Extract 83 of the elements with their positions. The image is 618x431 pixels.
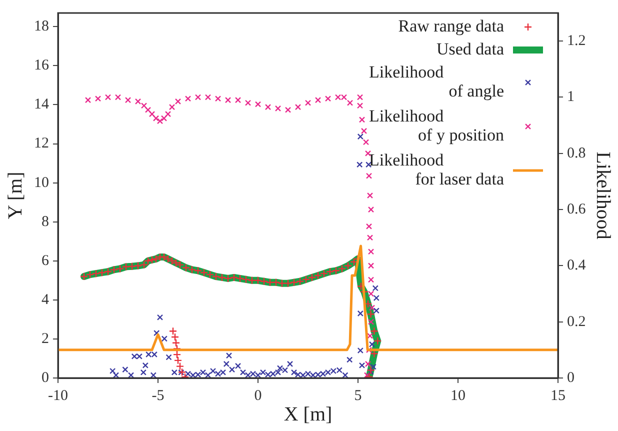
y2-tick-label: 1.2 — [567, 33, 586, 50]
point — [304, 100, 312, 106]
y2-axis-title: Likelihood — [592, 152, 614, 240]
y2-tick-label: 0 — [567, 370, 574, 386]
point — [362, 139, 370, 146]
point — [140, 102, 148, 109]
point — [368, 248, 374, 255]
point — [84, 96, 92, 104]
point — [204, 94, 212, 100]
point — [368, 290, 374, 297]
point — [144, 106, 152, 113]
y2-tick-label: 0.4 — [567, 258, 586, 274]
legend-label: Raw range data — [398, 16, 504, 36]
point — [356, 94, 364, 100]
point — [264, 104, 272, 110]
point — [368, 276, 374, 283]
point — [148, 111, 156, 118]
point — [358, 116, 366, 123]
point — [294, 104, 302, 110]
y-tick-label: 10 — [34, 174, 49, 191]
point — [234, 96, 242, 104]
point — [104, 94, 112, 100]
x-tick-label: -5 — [152, 388, 164, 404]
point — [168, 104, 176, 110]
point — [324, 96, 332, 102]
point — [194, 94, 202, 100]
y2-tick-label: 0.8 — [567, 145, 586, 162]
x-tick-label: 0 — [254, 388, 262, 404]
legend-label: Used data — [436, 39, 504, 58]
point — [360, 128, 368, 134]
point — [124, 96, 132, 104]
point — [366, 172, 372, 179]
y-tick-label: 12 — [34, 136, 49, 152]
point — [156, 118, 164, 124]
point — [274, 105, 282, 112]
y-tick-label: 18 — [34, 18, 49, 35]
point — [368, 304, 376, 311]
point — [356, 102, 364, 109]
point — [364, 360, 372, 368]
point — [368, 262, 374, 269]
y-axis-title: Y [m] — [4, 172, 26, 220]
point — [134, 98, 142, 105]
x-tick-label: 5 — [354, 388, 362, 404]
legend-label: Likelihood of y position — [369, 106, 504, 144]
point — [214, 96, 222, 102]
y-tick-label: 4 — [42, 292, 50, 308]
point — [364, 372, 370, 378]
point — [244, 100, 252, 106]
point — [368, 206, 374, 213]
point — [340, 94, 348, 100]
point — [368, 318, 374, 325]
point — [152, 115, 160, 122]
point — [160, 115, 168, 122]
point — [366, 192, 374, 199]
point — [254, 101, 262, 108]
point — [224, 96, 232, 104]
point — [164, 111, 172, 118]
y2-tick-label: 1 — [567, 89, 574, 106]
x-tick-label: 15 — [550, 388, 566, 404]
point — [184, 96, 192, 102]
y2-tick-label: 0.6 — [567, 201, 586, 218]
y2-tick-label: 0.2 — [567, 314, 586, 330]
point — [174, 98, 182, 105]
point — [284, 106, 292, 113]
point — [314, 96, 322, 104]
x-tick-label: 10 — [450, 388, 466, 404]
point — [94, 96, 102, 102]
y-tick-label: 8 — [42, 214, 49, 230]
y-tick-label: 2 — [42, 330, 49, 347]
point — [346, 100, 354, 106]
point — [334, 94, 342, 100]
point — [366, 234, 374, 241]
point — [366, 223, 372, 230]
legend-label: Likelihood for laser data — [369, 150, 504, 188]
point — [114, 94, 122, 100]
y-tick-label: 6 — [42, 252, 50, 269]
point — [366, 332, 374, 339]
y-tick-label: 14 — [34, 96, 50, 113]
legend-label: Likelihood of angle — [369, 62, 504, 100]
x-axis-title: X [m] — [284, 403, 332, 426]
x-tick-label: -10 — [48, 388, 68, 404]
y-tick-label: 0 — [42, 370, 49, 386]
y-tick-label: 16 — [34, 58, 50, 74]
